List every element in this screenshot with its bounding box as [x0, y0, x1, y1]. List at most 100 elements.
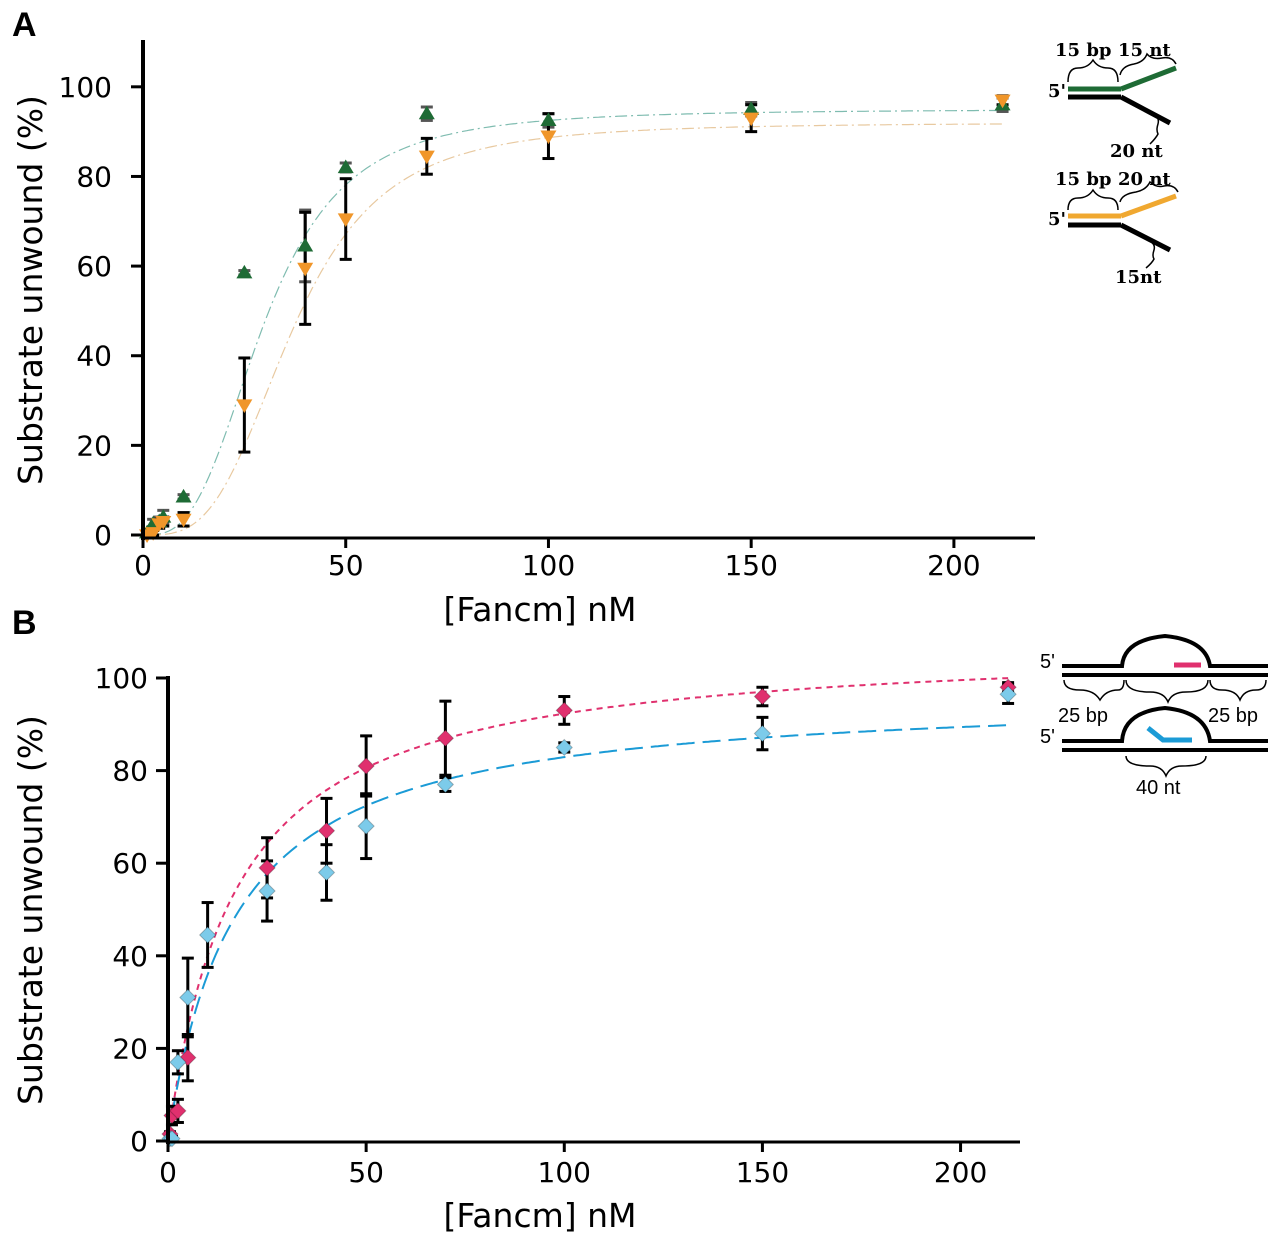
a-error-bars [141, 94, 1009, 539]
a-marker-0-6 [297, 237, 314, 252]
a-tick-labels: 0 20 40 60 80 100 0 50 100 150 200 [59, 71, 981, 582]
a-x-tick-label-150: 150 [724, 549, 777, 582]
b-y-axis-label: Substrate unwound (%) [11, 715, 50, 1105]
b-marker-1-9 [555, 738, 573, 757]
b-marker-1-8 [436, 775, 455, 794]
a-y-tick-label-80: 80 [76, 160, 112, 193]
b-marker-1-10 [753, 724, 772, 743]
b-bubble-brace-bottom [1125, 755, 1207, 779]
a-marker-1-5 [236, 399, 253, 414]
a-bottom-duplex-label: 15 bp [1055, 169, 1112, 190]
b-axes [156, 676, 1020, 1152]
a-top-duplex-brace [1067, 58, 1119, 83]
b-y-tick-label-0: 0 [130, 1125, 148, 1158]
a-marker-0-7 [337, 159, 354, 174]
panel-b: B 0 20 40 60 80 100 0 50 100 150 200 [Fancm] nM Su… [11, 604, 1268, 1235]
a-fit-curve-1 [143, 123, 1003, 536]
b-x-axis-label: [Fancm] nM [443, 1196, 636, 1235]
a-marker-0-4 [175, 488, 192, 503]
b-marker-1-4 [198, 926, 217, 944]
b-marker-0-9 [753, 687, 772, 706]
b-marker-0-2 [169, 1102, 187, 1120]
b-bottom-end-label: 5' [1040, 726, 1055, 748]
a-top-flap-label: 15 nt [1118, 40, 1171, 61]
b-top-end-label: 5' [1040, 651, 1055, 673]
a-bottom-flap-label: 20 nt [1118, 169, 1171, 190]
b-marker-0-7 [436, 729, 455, 747]
b-y-tick-label-100: 100 [95, 662, 148, 695]
a-marker-1-3 [155, 515, 172, 530]
a-marker-1-6 [297, 262, 314, 277]
b-right-arm-label: 25 bp [1208, 705, 1258, 727]
a-x-axis-label: [Fancm] nM [443, 590, 636, 629]
a-bottom-tail-label: 15nt [1115, 267, 1162, 288]
a-top-green-flap [1120, 65, 1177, 92]
b-marker-1-2 [169, 1053, 187, 1071]
a-x-tick-label-200: 200 [927, 549, 980, 582]
a-y-tick-label-100: 100 [59, 71, 112, 104]
b-markers [161, 678, 1017, 1148]
a-marker-1-11 [994, 94, 1011, 109]
b-x-tick-label-50: 50 [348, 1156, 384, 1189]
a-markers [139, 94, 1011, 543]
a-top-end-label: 5' [1048, 81, 1066, 102]
a-marker-1-10 [743, 112, 760, 127]
a-x-tick-label-100: 100 [522, 549, 575, 582]
b-marker-1-3 [179, 988, 197, 1007]
b-marker-0-4 [258, 859, 276, 877]
b-y-tick-label-60: 60 [112, 847, 148, 880]
b-left-arm-label: 25 bp [1058, 705, 1108, 727]
b-top-bubble-upper-strand [1062, 633, 1268, 668]
a-marker-1-9 [540, 130, 557, 145]
a-marker-0-5 [236, 264, 253, 279]
a-bottom-tail-brace [1145, 239, 1156, 269]
b-marker-1-6 [317, 863, 336, 882]
b-error-bars [163, 681, 1015, 1143]
a-y-tick-label-40: 40 [76, 340, 112, 373]
panel-a-letter: A [12, 6, 37, 44]
a-marker-1-4 [175, 513, 192, 528]
b-right-arm-brace [1209, 679, 1267, 703]
b-tick-labels: 0 20 40 60 80 100 0 50 100 150 200 [95, 662, 988, 1189]
b-fit-curve-1 [167, 724, 1009, 1142]
a-x-tick-label-50: 50 [328, 549, 364, 582]
b-fit-curves [167, 677, 1009, 1142]
a-bottom-duplex-brace [1067, 188, 1119, 211]
a-top-flap-brace [1119, 52, 1177, 76]
a-y-tick-label-60: 60 [76, 250, 112, 283]
b-marker-0-5 [317, 822, 336, 840]
a-y-tick-label-20: 20 [76, 429, 112, 462]
b-bottom-bubble-upper-strand [1062, 705, 1268, 743]
b-bubble-label: 40 nt [1136, 777, 1181, 799]
a-marker-1-7 [337, 213, 354, 228]
b-y-tick-label-40: 40 [112, 940, 148, 973]
b-y-tick-label-80: 80 [112, 755, 148, 788]
a-marker-1-8 [418, 150, 435, 165]
a-substrate-diagram-top: 15 bp 15 nt 5' 20 nt [1048, 40, 1177, 162]
panel-b-letter: B [12, 604, 37, 642]
plot-a: 0 20 40 60 80 100 0 50 100 150 200 [Fancm] nM Subs… [11, 40, 1035, 629]
a-fit-curves [143, 109, 1003, 536]
a-top-black-tail [1119, 94, 1172, 126]
b-marker-0-6 [357, 757, 375, 775]
b-left-arm-brace [1063, 679, 1125, 702]
a-y-axis-label: Substrate unwound (%) [11, 95, 50, 485]
a-bottom-orange-flap [1120, 193, 1177, 219]
a-marker-0-9 [540, 112, 557, 127]
panel-a: A 0 20 40 60 80 100 0 50 100 150 200 [Fancm] nM Su… [11, 6, 1179, 629]
a-bottom-flap-brace [1119, 180, 1179, 203]
b-x-tick-label-200: 200 [934, 1156, 987, 1189]
a-top-tail-brace [1149, 112, 1160, 145]
b-marker-1-7 [357, 817, 375, 835]
b-bubble-brace-top [1125, 679, 1209, 705]
a-y-tick-label-0: 0 [94, 519, 112, 552]
b-marker-0-8 [555, 701, 573, 720]
a-marker-0-10 [743, 101, 760, 115]
b-marker-1-5 [258, 882, 276, 900]
b-bottom-blue-flap [1146, 726, 1192, 743]
b-x-tick-label-100: 100 [538, 1156, 591, 1189]
a-fit-curve-0 [143, 109, 1003, 536]
b-substrate-diagram: 5' 25 bp 25 bp 5' 40 nt [1040, 633, 1268, 799]
a-x-tick-label-0: 0 [134, 549, 152, 582]
